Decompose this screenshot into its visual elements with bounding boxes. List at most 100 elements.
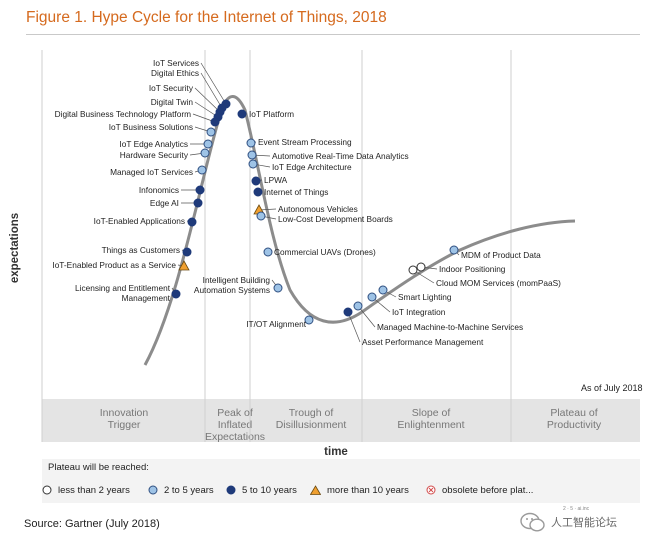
marker-cloud-mom-services-mompaas — [408, 265, 418, 275]
label-indoor-positioning: Indoor Positioning — [439, 264, 506, 274]
marker-iot-integration — [367, 292, 377, 302]
label-things-as-customers: Things as Customers — [102, 245, 180, 255]
watermark-small-text: 2 · 5 · ai.inc — [563, 506, 590, 512]
marker-infonomics — [195, 185, 205, 195]
label-mdm-of-product-data: MDM of Product Data — [461, 250, 541, 260]
label-digital-twin: Digital Twin — [151, 97, 194, 107]
marker-low-cost-development-boards — [256, 211, 266, 221]
label-iot-edge-analytics: IoT Edge Analytics — [119, 139, 188, 149]
legend-item-obsolete: obsolete before plat... — [426, 485, 533, 496]
marker-internet-of-things — [253, 187, 263, 197]
marker-hardware-security — [200, 148, 210, 158]
as-of-date: As of July 2018 — [581, 383, 643, 393]
legend-label: 5 to 10 years — [242, 485, 297, 496]
marker-event-stream-processing — [246, 138, 256, 148]
label-cloud-mom-services-mompaas: Cloud MOM Services (momPaaS) — [436, 278, 561, 288]
label-low-cost-development-boards: Low-Cost Development Boards — [278, 214, 393, 224]
marker-iot-platform — [237, 109, 247, 119]
label-asset-performance-management: Asset Performance Management — [362, 337, 484, 347]
label-event-stream-processing: Event Stream Processing — [258, 137, 352, 147]
legend-item-less-than-2-years: less than 2 years — [42, 485, 130, 496]
orange-triangle-icon — [310, 485, 321, 496]
dark-blue-circle-icon — [226, 485, 236, 495]
label-commercial-uavs-drones: Commercial UAVs (Drones) — [274, 247, 376, 257]
label-hardware-security: Hardware Security — [120, 150, 189, 160]
label-iot-platform: IoT Platform — [249, 109, 294, 119]
phase-innovation-trigger: Innovation Trigger — [99, 407, 149, 431]
leader-digital-ethics — [200, 72, 223, 109]
figure-title: Figure 1. Hype Cycle for the Internet of… — [26, 9, 387, 26]
phase-dividers — [41, 50, 512, 442]
watermark: 2 · 5 · ai.inc 人工智能论坛 — [517, 505, 667, 539]
label-managed-iot-services: Managed IoT Services — [110, 167, 193, 177]
label-iot-services: IoT Services — [153, 58, 199, 68]
marker-indoor-positioning — [416, 262, 426, 272]
marker-iot-business-solutions — [206, 127, 216, 137]
marker-automotive-real-time-data-analytics — [247, 150, 257, 160]
leader-digital-twin — [194, 101, 219, 118]
red-x-circle-icon — [426, 485, 436, 495]
label-internet-of-things: Internet of Things — [264, 187, 328, 197]
wechat-icon — [520, 512, 545, 532]
leader-asset-performance-management — [347, 311, 361, 343]
label-iot-security: IoT Security — [149, 83, 194, 93]
y-axis-label: expectations — [9, 212, 21, 284]
x-axis-label: time — [324, 446, 348, 458]
marker-iot-enabled-product-as-a-service — [178, 260, 190, 271]
marker-licensing-and-entitlement-management — [171, 289, 181, 299]
label-digital-ethics: Digital Ethics — [151, 68, 199, 78]
legend-title: Plateau will be reached: — [48, 462, 149, 473]
label-infonomics: Infonomics — [139, 185, 179, 195]
leader-iot-security — [194, 87, 221, 113]
marker-managed-machine-to-machine-services — [353, 301, 363, 311]
phase-trough: Trough of Disillusionment — [275, 407, 347, 431]
label-digital-business-technology-platform: Digital Business Technology Platform — [55, 109, 191, 119]
marker-intelligent-building-automation-systems — [273, 283, 283, 293]
legend-item-more-than-10-years: more than 10 years — [310, 485, 409, 496]
marker-smart-lighting — [378, 285, 388, 295]
phase-slope: Slope of Enlightenment — [397, 407, 465, 431]
light-blue-circle-icon — [148, 485, 158, 495]
label-managed-machine-to-machine-services: Managed Machine-to-Machine Services — [377, 322, 523, 332]
marker-iot-edge-architecture — [248, 159, 258, 169]
legend-label: less than 2 years — [58, 485, 130, 496]
legend-label: obsolete before plat... — [442, 485, 534, 496]
phase-band — [42, 399, 640, 442]
marker-mdm-of-product-data — [449, 245, 459, 255]
label-licensing-and-entitlement-management: Licensing and Entitlement Management — [75, 283, 171, 303]
marker-managed-iot-services — [197, 165, 207, 175]
marker-edge-ai — [193, 198, 203, 208]
legend-item-2-to-5-years: 2 to 5 years — [148, 485, 214, 496]
legend — [42, 459, 640, 503]
label-iot-edge-architecture: IoT Edge Architecture — [272, 162, 352, 172]
label-iot-enabled-product-as-a-service: IoT-Enabled Product as a Service — [52, 260, 176, 270]
technology-markers — [171, 99, 459, 325]
label-iot-business-solutions: IoT Business Solutions — [109, 122, 193, 132]
marker-lpwa — [251, 176, 261, 186]
legend-label: 2 to 5 years — [164, 485, 214, 496]
leader-iot-services — [200, 62, 227, 105]
label-iot-enabled-applications: IoT-Enabled Applications — [94, 216, 185, 226]
label-it-ot-alignment: IT/OT Alignment — [246, 319, 306, 329]
marker-iot-edge-analytics — [203, 139, 213, 149]
source-note: Source: Gartner (July 2018) — [24, 518, 160, 530]
label-smart-lighting: Smart Lighting — [398, 292, 452, 302]
label-iot-integration: IoT Integration — [392, 307, 446, 317]
label-automotive-real-time-data-analytics: Automotive Real-Time Data Analytics — [272, 151, 409, 161]
watermark-text: 人工智能论坛 — [551, 517, 617, 529]
title-divider — [26, 34, 640, 35]
leader-managed-machine-to-machine-services — [357, 305, 376, 328]
marker-iot-enabled-applications — [187, 217, 197, 227]
marker-it-ot-alignment — [304, 315, 314, 325]
white-circle-icon — [42, 485, 52, 495]
marker-things-as-customers — [182, 247, 192, 257]
label-lpwa: LPWA — [264, 175, 288, 185]
legend-item-5-to-10-years: 5 to 10 years — [226, 485, 297, 496]
marker-commercial-uavs-drones — [263, 247, 273, 257]
marker-asset-performance-management — [343, 307, 353, 317]
label-autonomous-vehicles: Autonomous Vehicles — [278, 204, 358, 214]
label-intelligent-building-automation-systems: Intelligent Building Automation Systems — [194, 275, 270, 295]
legend-label: more than 10 years — [327, 485, 409, 496]
